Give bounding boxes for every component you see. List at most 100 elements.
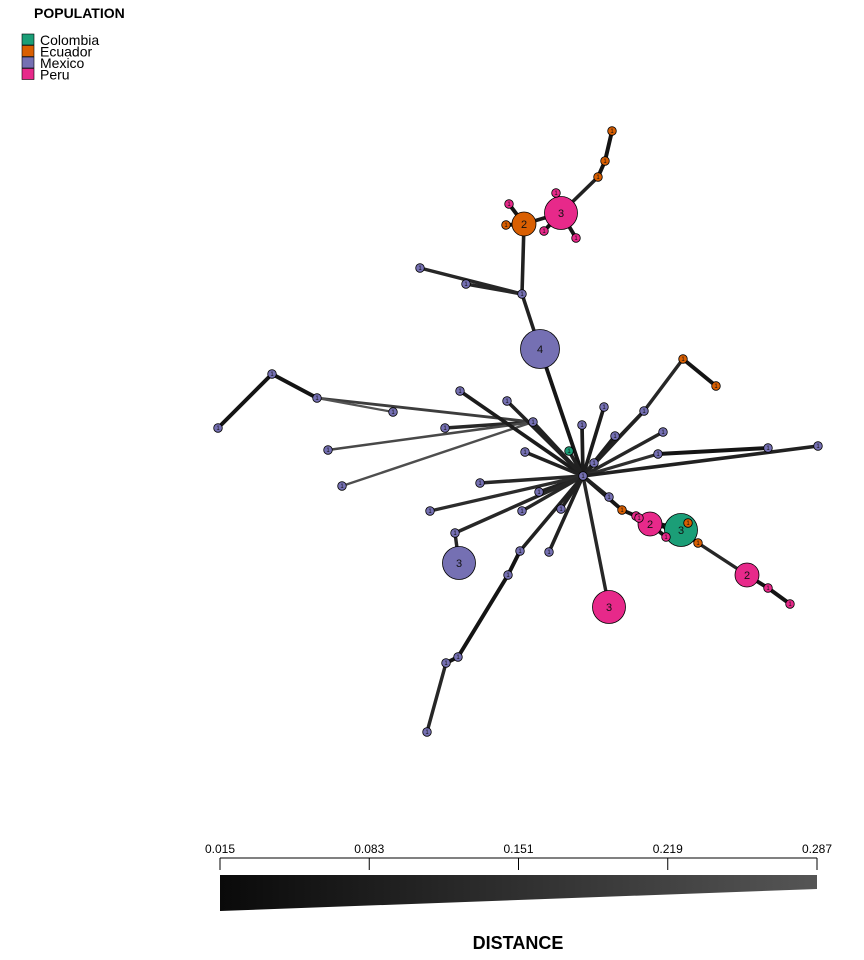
network-edge	[458, 389, 585, 478]
node-mexico: 1	[763, 443, 773, 453]
node-label: 1	[520, 509, 524, 515]
network-edge	[581, 405, 606, 478]
node-mexico: 1	[267, 369, 277, 379]
node-circle	[589, 458, 599, 468]
node-mexico: 1	[528, 417, 538, 427]
node-peru: 1	[763, 583, 773, 593]
node-label: 1	[443, 426, 447, 432]
network-edge	[456, 573, 510, 659]
node-label: 1	[642, 409, 646, 415]
node-circle	[267, 369, 277, 379]
network-edge	[315, 396, 395, 414]
network-edge	[270, 372, 319, 400]
node-circle	[678, 354, 688, 364]
node-label: 1	[581, 474, 585, 480]
node-mexico: 1	[544, 547, 554, 557]
node-ecuador: 1	[607, 126, 617, 136]
distance-title: DISTANCE	[473, 933, 564, 953]
node-mexico: 1	[422, 727, 432, 737]
scale-tick-label: 0.219	[653, 842, 683, 856]
node-circle	[520, 329, 560, 369]
node-colombia: 3	[664, 513, 698, 547]
node-peru: 3	[544, 196, 578, 230]
network-edge	[464, 282, 524, 296]
node-peru: 2	[637, 511, 663, 537]
node-label: 1	[559, 507, 563, 513]
node-label: 1	[315, 396, 319, 402]
node-label: 1	[567, 449, 571, 455]
node-ecuador: 1	[593, 172, 603, 182]
node-circle	[763, 443, 773, 453]
node-circle	[539, 226, 549, 236]
node-label: 1	[428, 509, 432, 515]
node-ecuador: 2	[511, 211, 537, 237]
legend-swatch	[21, 45, 35, 57]
node-mexico: 1	[813, 441, 823, 451]
node-label: 1	[537, 490, 541, 496]
node-circle	[711, 381, 721, 391]
node-label: 1	[531, 420, 535, 426]
node-label: 1	[547, 550, 551, 556]
node-label: 1	[788, 602, 792, 608]
node-label: 1	[554, 191, 558, 197]
node-mexico: 1	[517, 289, 527, 299]
network-edge	[581, 444, 820, 478]
node-circle	[337, 481, 347, 491]
node-circle	[592, 590, 626, 624]
node-circle	[515, 546, 525, 556]
network-edge	[567, 449, 585, 478]
node-mexico: 1	[589, 458, 599, 468]
node-mexico: 1	[440, 423, 450, 433]
node-label: 1	[686, 521, 690, 527]
node-label: 1	[596, 175, 600, 181]
scale-tick-label: 0.015	[205, 842, 235, 856]
node-circle	[658, 427, 668, 437]
node-label: 1	[505, 399, 509, 405]
node-peru: 1	[504, 199, 514, 209]
node-circle	[785, 599, 795, 609]
node-label: 1	[607, 495, 611, 501]
node-circle	[388, 407, 398, 417]
network-edge	[581, 474, 611, 499]
node-mexico: 1	[441, 658, 451, 668]
node-mexico: 1	[503, 570, 513, 580]
node-circle	[502, 396, 512, 406]
node-mexico: 1	[502, 396, 512, 406]
node-circle	[693, 538, 703, 548]
node-mexico: 1	[577, 420, 587, 430]
network-edge	[216, 372, 274, 430]
distance-gradient-wedge	[220, 875, 817, 911]
node-circle	[544, 196, 578, 230]
node-mexico: 1	[455, 386, 465, 396]
node-circle	[511, 211, 537, 237]
node-label: 1	[418, 266, 422, 272]
node-mexico: 1	[461, 279, 471, 289]
node-label: 2	[647, 519, 653, 531]
network-edge	[478, 474, 585, 485]
node-circle	[578, 471, 588, 481]
node-peru: 1	[785, 599, 795, 609]
node-mexico: 1	[453, 652, 463, 662]
node-circle	[661, 532, 671, 542]
node-label: 1	[602, 405, 606, 411]
node-label: 1	[518, 549, 522, 555]
node-mexico: 1	[515, 546, 525, 556]
node-circle	[544, 547, 554, 557]
node-circle	[520, 447, 530, 457]
node-circle	[813, 441, 823, 451]
node-mexico: 1	[475, 478, 485, 488]
node-label: 1	[696, 541, 700, 547]
node-circle	[213, 423, 223, 433]
node-mexico: 4	[520, 329, 560, 369]
node-circle	[323, 445, 333, 455]
node-circle	[653, 449, 663, 459]
legend-label: Colombia	[40, 32, 99, 48]
node-circle	[599, 402, 609, 412]
node-ecuador: 1	[678, 354, 688, 364]
network-edge	[581, 474, 611, 609]
node-circle	[551, 188, 561, 198]
node-label: 1	[592, 461, 596, 467]
node-mexico: 1	[323, 445, 333, 455]
node-circle	[440, 423, 450, 433]
node-label: 1	[603, 159, 607, 165]
